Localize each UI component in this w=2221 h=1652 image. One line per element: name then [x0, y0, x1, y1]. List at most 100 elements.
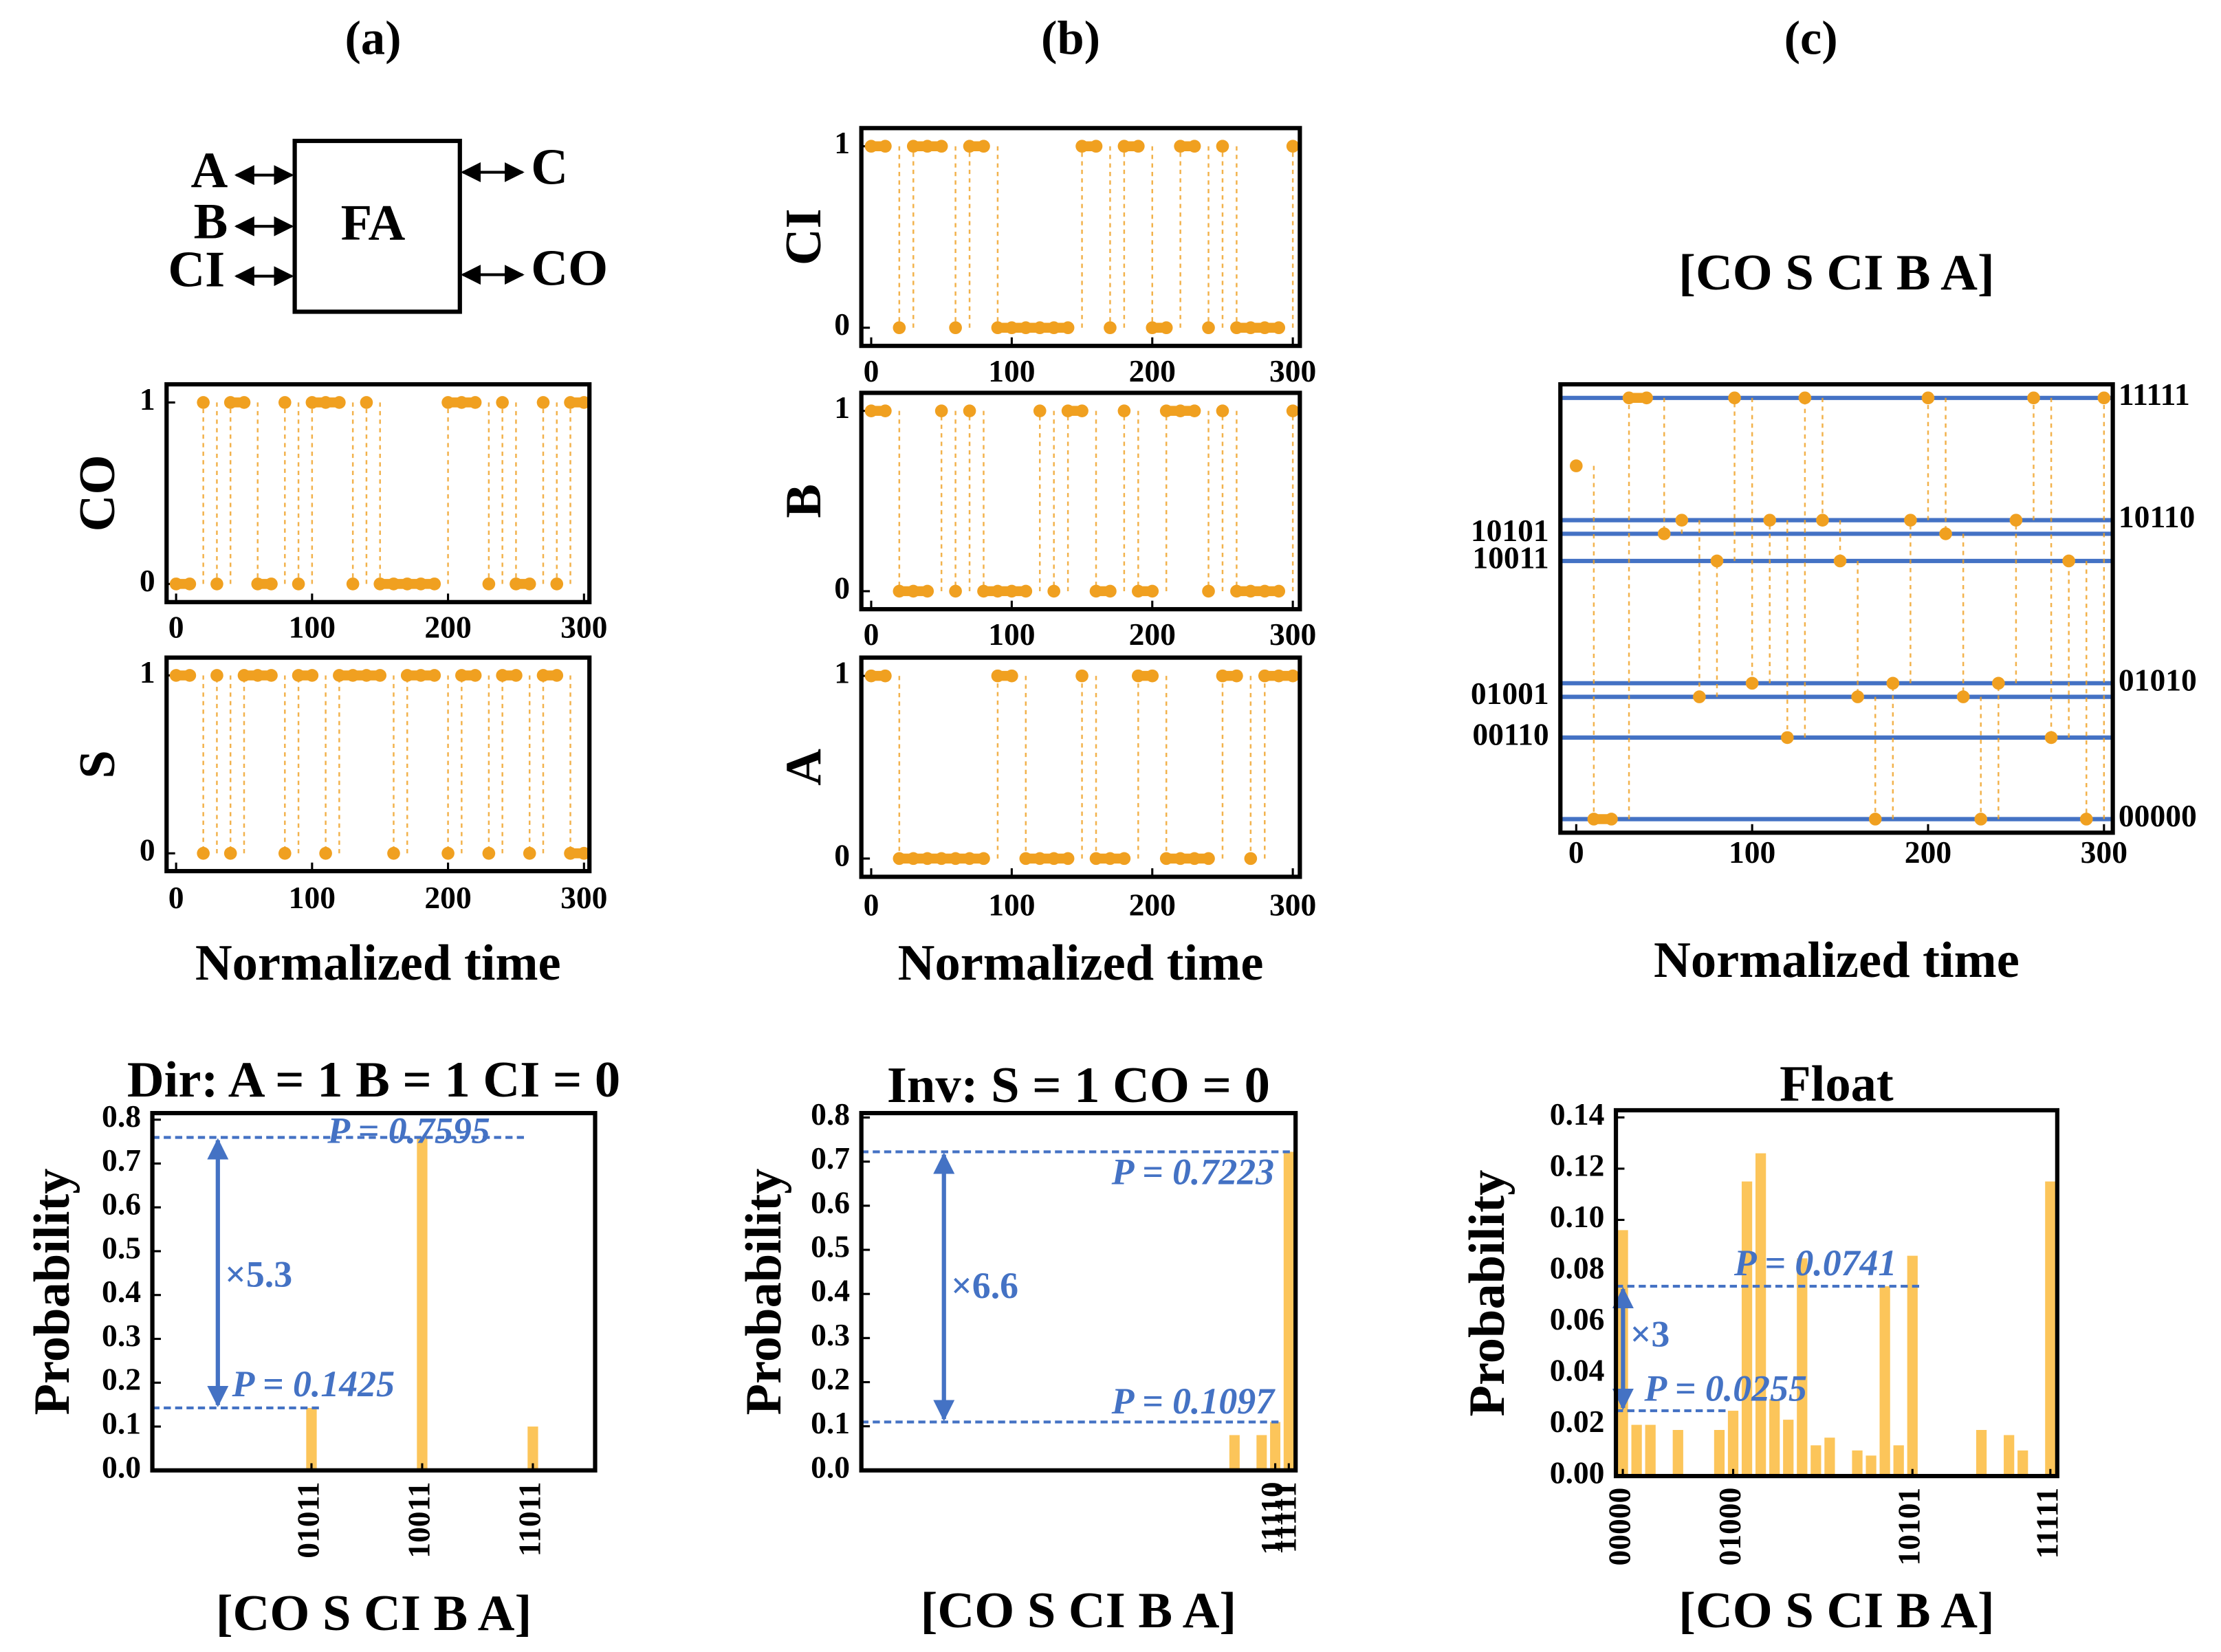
- y-tick-label: 1: [140, 654, 155, 690]
- data-point: [414, 577, 428, 591]
- data-point: [1132, 584, 1145, 598]
- data-point: [1132, 669, 1145, 683]
- x-tick-label: 0: [168, 880, 184, 915]
- ratio-label: ×6.6: [951, 1265, 1018, 1306]
- data-point: [1089, 140, 1103, 153]
- data-point: [577, 846, 591, 860]
- data-point: [1904, 514, 1917, 527]
- data-point: [879, 669, 892, 683]
- bar: [1229, 1435, 1240, 1471]
- x-axis-label: [CO S CI B A]: [921, 1583, 1237, 1639]
- data-point: [2097, 391, 2111, 405]
- x-tick-label: 300: [1269, 353, 1316, 388]
- bar: [1256, 1435, 1267, 1471]
- data-point: [1286, 669, 1300, 683]
- y-tick-label: 0.4: [811, 1273, 850, 1308]
- x-axis-label: [CO S CI B A]: [1678, 1583, 1995, 1639]
- chart-title: Float: [1780, 1056, 1894, 1112]
- y-tick-label: 0.6: [102, 1187, 141, 1222]
- data-point: [346, 577, 360, 591]
- bar: [2045, 1181, 2056, 1477]
- fa-diagram: FA A B CI C CO: [168, 138, 608, 314]
- data-point: [1075, 404, 1088, 417]
- data-point: [319, 396, 332, 409]
- data-point: [387, 577, 400, 591]
- data-point: [1075, 140, 1088, 153]
- ratio-label: ×3: [1630, 1314, 1670, 1355]
- data-point: [1104, 321, 1117, 335]
- data-point: [1798, 391, 1812, 405]
- data-point: [1992, 676, 2005, 690]
- data-point: [373, 577, 387, 591]
- data-point: [428, 669, 441, 682]
- data-point: [1258, 584, 1271, 598]
- data-point: [564, 846, 577, 860]
- data-point: [210, 577, 223, 591]
- data-point: [864, 140, 878, 153]
- data-point: [864, 669, 878, 683]
- x-tick-label: 11111: [1268, 1482, 1303, 1553]
- ratio-label: ×5.3: [225, 1254, 292, 1295]
- data-point: [1921, 391, 1935, 405]
- data-point: [360, 669, 373, 682]
- data-point: [1622, 391, 1636, 405]
- data-point: [305, 669, 319, 682]
- data-point: [1569, 459, 1583, 472]
- data-point: [373, 669, 387, 682]
- data-point: [455, 669, 468, 682]
- data-point: [496, 669, 509, 682]
- plot-frame: [859, 390, 1302, 612]
- x-tick-label: 0: [1568, 835, 1584, 870]
- bar: [2004, 1435, 2015, 1477]
- data-point: [1033, 321, 1047, 335]
- data-point: [1657, 527, 1671, 540]
- y2-tick-label: 00000: [2119, 798, 2197, 833]
- y-tick-label: 0.2: [811, 1361, 850, 1396]
- bar: [2017, 1450, 2028, 1477]
- data-point: [906, 852, 920, 866]
- data-point: [360, 396, 373, 409]
- data-point: [1019, 321, 1033, 335]
- data-point: [346, 669, 360, 682]
- plot-frame: [164, 382, 592, 604]
- data-point: [1202, 584, 1215, 598]
- data-point: [577, 396, 591, 409]
- data-point: [197, 396, 210, 409]
- data-point: [1780, 731, 1794, 745]
- data-point: [1146, 321, 1159, 335]
- data-point: [879, 140, 892, 153]
- data-point: [1188, 140, 1201, 153]
- data-point: [1587, 813, 1601, 826]
- bar: [1769, 1399, 1780, 1477]
- data-point: [237, 669, 251, 682]
- port-label: C: [531, 140, 568, 196]
- x-tick-label: 200: [1129, 887, 1176, 922]
- port-label: B: [194, 193, 228, 250]
- data-point: [1868, 813, 1882, 826]
- x-tick-label: 100: [988, 617, 1035, 652]
- plot-frame: [859, 126, 1302, 349]
- data-point: [265, 669, 278, 682]
- data-point: [1216, 140, 1229, 153]
- y-axis-label: Probability: [24, 1169, 80, 1416]
- data-point: [265, 577, 278, 591]
- x-tick-label: 0: [864, 887, 879, 922]
- x-tick-label: 0: [864, 353, 879, 388]
- bar: [1714, 1430, 1725, 1477]
- data-point: [223, 846, 237, 860]
- data-point: [510, 669, 523, 682]
- data-point: [1974, 813, 1988, 826]
- data-point: [963, 404, 976, 417]
- data-point: [1693, 690, 1706, 703]
- y-tick-label: 0.0: [811, 1449, 850, 1484]
- y-tick-label: 0.06: [1550, 1301, 1605, 1336]
- data-point: [1159, 321, 1173, 335]
- annotation: P = 0.0741: [1733, 1242, 1896, 1284]
- data-point: [292, 577, 305, 591]
- x-tick-label: 300: [1269, 887, 1316, 922]
- bar: [1741, 1181, 1753, 1477]
- data-point: [1286, 404, 1300, 417]
- data-point: [400, 669, 414, 682]
- annotation: P = 0.7223: [1111, 1152, 1275, 1193]
